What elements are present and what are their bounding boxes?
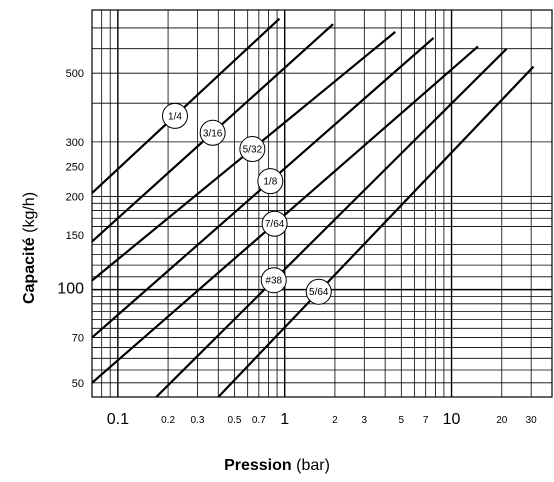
- y-tick-label: 200: [66, 191, 84, 203]
- series-label-bubble: [305, 278, 332, 305]
- y-tick-label: 150: [66, 230, 84, 242]
- series-line: [217, 65, 535, 398]
- series-label-text: #38: [265, 276, 282, 287]
- x-tick-label: 10: [443, 411, 461, 428]
- series-label: 1/4: [161, 102, 188, 129]
- y-tick-label: 70: [72, 333, 84, 345]
- x-axis-title: Pression (bar): [0, 457, 554, 475]
- series-label-text: 1/4: [168, 111, 182, 122]
- series-label: 3/16: [199, 119, 226, 146]
- series-lines: [91, 17, 535, 398]
- x-tick-labels: 0.1 0.2 0.3 0.5 0.7 1 2 3 5 7 10 20 30: [107, 411, 537, 428]
- x-tick-label: 7: [423, 415, 429, 426]
- x-tick-label: 30: [526, 415, 538, 426]
- y-tick-label: 50: [72, 378, 84, 390]
- series-label: 5/32: [239, 136, 266, 163]
- plot-frame: [91, 9, 553, 398]
- x-tick-label: 20: [496, 415, 508, 426]
- y-tick-label: 500: [66, 68, 84, 80]
- y-tick-label: 250: [66, 161, 84, 173]
- x-axis-title-unit: (bar): [291, 457, 330, 474]
- x-tick-label: 0.7: [252, 415, 266, 426]
- y-tick-labels: 50 70 100 150 200 250 300 500: [57, 68, 84, 390]
- series-label-text: 7/64: [265, 219, 285, 230]
- x-tick-label: 0.3: [191, 415, 205, 426]
- series-line: [155, 47, 508, 398]
- series-label-text: 5/64: [309, 287, 329, 298]
- series-label: 5/64: [305, 278, 332, 305]
- y-tick-label: 100: [57, 281, 84, 298]
- series-line: [91, 17, 281, 194]
- series-label-bubble: [161, 102, 188, 129]
- x-tick-label: 0.1: [107, 411, 129, 428]
- series-label-bubble: [261, 210, 288, 237]
- y-axis-title-main: Capacité: [21, 237, 38, 305]
- series-label: #38: [260, 267, 287, 294]
- series-label-bubble: [199, 119, 226, 146]
- x-tick-label: 5: [399, 415, 405, 426]
- y-axis-title-unit: (kg/h): [21, 191, 38, 238]
- series-label-bubble: [260, 267, 287, 294]
- series-line: [91, 45, 479, 384]
- series-label: 1/8: [257, 168, 284, 195]
- series-label-text: 3/16: [203, 128, 223, 139]
- series-label-text: 1/8: [263, 177, 277, 188]
- grid: [91, 9, 553, 398]
- x-tick-label: 0.5: [228, 415, 242, 426]
- series-label: 7/64: [261, 210, 288, 237]
- series-label-bubble: [257, 168, 284, 195]
- series-label-text: 5/32: [243, 145, 263, 156]
- x-tick-label: 0.2: [161, 415, 175, 426]
- y-tick-label: 300: [66, 137, 84, 149]
- x-tick-label: 2: [332, 415, 338, 426]
- y-axis-title: Capacité (kg/h): [21, 192, 39, 304]
- x-tick-label: 3: [362, 415, 368, 426]
- x-tick-label: 1: [280, 411, 289, 428]
- x-axis-title-main: Pression: [224, 457, 292, 474]
- series-label-bubble: [239, 136, 266, 163]
- series-labels: 1/4 3/16 5/32 1/8 7/64 #38 5/64: [161, 102, 332, 305]
